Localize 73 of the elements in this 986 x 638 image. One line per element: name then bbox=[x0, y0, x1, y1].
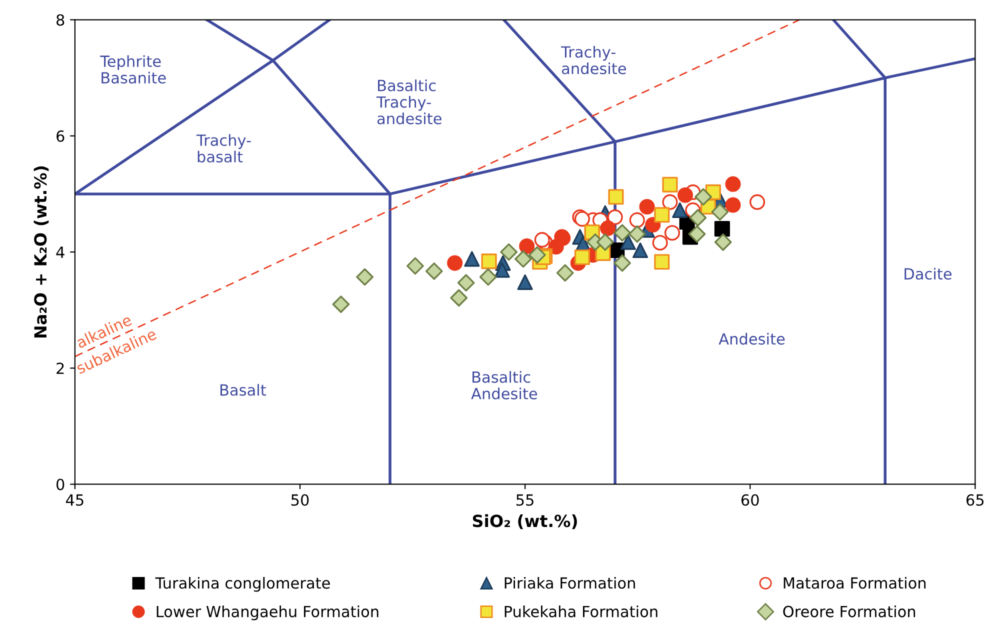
annotation: Basalt bbox=[220, 384, 266, 396]
annotation: Basaltic Andesite bbox=[471, 371, 538, 400]
point bbox=[607, 209, 623, 225]
point bbox=[725, 197, 741, 213]
point bbox=[714, 233, 732, 251]
y-axis-title: Na₂O + K₂O (wt.%) bbox=[34, 166, 49, 338]
point bbox=[672, 202, 688, 218]
legend-label: Piriaka Formation bbox=[504, 576, 635, 589]
point bbox=[639, 198, 655, 215]
point bbox=[608, 189, 624, 205]
point bbox=[479, 268, 497, 286]
point bbox=[628, 225, 646, 243]
y-tick-label: 6 bbox=[56, 130, 64, 142]
annotation: Andesite bbox=[718, 332, 785, 345]
y-tick-label: 2 bbox=[56, 362, 64, 374]
y-tick-label: 0 bbox=[56, 478, 64, 490]
point bbox=[447, 255, 463, 271]
annotation: Trachy- basalt bbox=[196, 134, 251, 163]
point bbox=[332, 296, 350, 313]
point bbox=[600, 220, 616, 236]
point bbox=[464, 251, 480, 267]
point bbox=[678, 187, 694, 203]
point bbox=[725, 176, 741, 192]
x-tick-label: 60 bbox=[741, 494, 759, 506]
point bbox=[457, 274, 475, 292]
annotation: Tephrite Basanite bbox=[100, 55, 166, 84]
point bbox=[614, 254, 631, 272]
x-tick-label: 50 bbox=[291, 494, 309, 506]
point bbox=[654, 254, 670, 270]
x-tick-label: 45 bbox=[66, 494, 84, 506]
point bbox=[632, 242, 648, 258]
point bbox=[629, 212, 645, 228]
legend-label: Pukekaha Formation bbox=[504, 605, 658, 618]
point bbox=[356, 268, 374, 286]
point bbox=[694, 188, 712, 206]
point bbox=[662, 194, 678, 210]
point bbox=[514, 250, 532, 268]
point bbox=[711, 203, 729, 221]
point bbox=[534, 232, 550, 248]
legend-label: Lower Whangaehu Formation bbox=[156, 605, 378, 620]
point bbox=[614, 224, 631, 242]
x-tick-label: 55 bbox=[516, 494, 534, 506]
point bbox=[481, 254, 497, 270]
point bbox=[517, 274, 533, 290]
point bbox=[450, 289, 468, 307]
point bbox=[654, 207, 670, 223]
x-tick-label: 65 bbox=[966, 494, 984, 506]
point bbox=[662, 176, 678, 192]
point bbox=[519, 238, 535, 254]
legend-label: Oreore Formation bbox=[783, 605, 916, 618]
point bbox=[620, 234, 636, 250]
point bbox=[596, 233, 614, 251]
point bbox=[574, 249, 590, 266]
point bbox=[688, 225, 706, 243]
legend-label: Turakina conglomerate bbox=[155, 576, 330, 592]
point bbox=[652, 234, 668, 250]
point bbox=[425, 262, 443, 280]
point bbox=[664, 225, 680, 241]
annotation: Trachy- andesite bbox=[561, 46, 626, 74]
point bbox=[714, 221, 730, 237]
point bbox=[689, 209, 707, 226]
point bbox=[528, 246, 546, 264]
point bbox=[406, 257, 424, 275]
x-axis-title: SiO₂ (wt.%) bbox=[472, 514, 577, 530]
annotation: Basaltic Trachy- andesite bbox=[376, 79, 442, 124]
y-tick-label: 4 bbox=[56, 246, 64, 258]
y-tick-label: 8 bbox=[56, 14, 64, 26]
point bbox=[750, 194, 766, 210]
legend-label: Mataroa Formation bbox=[784, 576, 926, 589]
point bbox=[556, 264, 574, 282]
annotation: Dacite bbox=[904, 268, 952, 280]
point bbox=[494, 262, 510, 278]
point bbox=[500, 243, 518, 261]
